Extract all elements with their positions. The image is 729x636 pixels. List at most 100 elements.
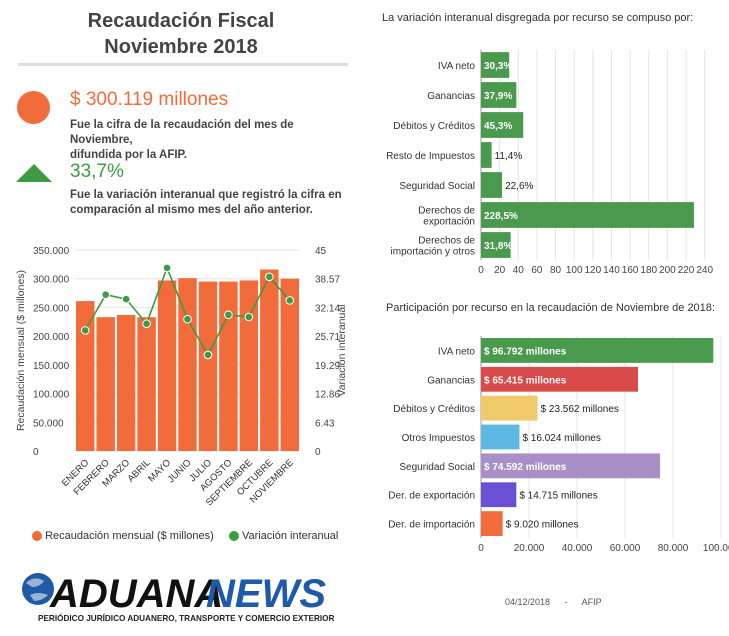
hbar1-category-label: importación y otros: [391, 247, 475, 258]
combo-left-tick: 200.000: [33, 332, 70, 343]
hbar1-x-tick: 220: [678, 265, 695, 276]
participation-by-resource-chart: 0 20.000 40.000 60.000 80.000 100.000 IVA neto…: [388, 336, 729, 554]
hbar2-category-label: IVA neto: [438, 346, 476, 357]
hbar2-value-label: $ 16.024 millones: [522, 433, 600, 444]
kpi-revenue-desc-line1: Fue la cifra de la recaudación del mes d…: [70, 119, 294, 146]
combo-right-tick: 25.71: [315, 332, 340, 343]
hbar2-category-label: Otros Impuestos: [402, 433, 475, 444]
combo-right-tick: 6.43: [315, 418, 335, 429]
hbar1-bar: [481, 202, 694, 228]
combo-left-tick: 300.000: [33, 275, 70, 286]
hbar1-bar: [481, 142, 492, 168]
variation-point: [142, 319, 151, 328]
hbar1-category-label: Resto de Impuestos: [386, 151, 475, 162]
hbar2-x-tick: 20.000: [514, 543, 545, 554]
hbar1-x-tick: 160: [622, 265, 639, 276]
hbar1-value-label: 45,3%: [484, 121, 512, 132]
variation-point: [203, 350, 213, 360]
hbar1-bar: [481, 82, 517, 108]
legend-revenue-label: Recaudación mensual ($ millones): [45, 530, 214, 543]
hbar1-value-label: 31,8%: [484, 241, 512, 252]
revenue-bar: [137, 317, 156, 451]
footer-separator: -: [564, 597, 568, 607]
combo-right-tick: 0: [315, 447, 321, 458]
hbar2-bar: [481, 395, 538, 421]
monthly-revenue-chart: 0 50.000 100.000 150.000 200.000 250.000 300.0…: [15, 246, 348, 508]
revenue-bar: [116, 314, 136, 451]
hbar2-value-label: $ 23.562 millones: [541, 404, 619, 415]
hbar1-value-label: 11,4%: [495, 151, 523, 162]
hbar1-value-label: 22,6%: [505, 181, 533, 192]
hbar1-x-tick: 100: [566, 265, 583, 276]
combo-right-tick: 12.86: [315, 390, 340, 401]
combo-left-tick: 350.000: [33, 246, 70, 257]
combo-right-tick: 38.57: [315, 275, 340, 286]
hbar2-x-tick: 100.000: [703, 543, 729, 554]
variation-point: [162, 263, 172, 273]
hbar1-category-label: exportación: [423, 217, 475, 228]
hbar2-x-tick: 40.000: [562, 543, 593, 554]
hbar1-bar: [481, 112, 524, 138]
hbar1-x-tick: 180: [640, 265, 657, 276]
hbar1-value-label: 30,3%: [484, 61, 512, 72]
combo-left-tick: 100.000: [33, 390, 70, 401]
title-line-1: Recaudación Fiscal: [87, 10, 275, 32]
combo-x-tick: JUNIO: [166, 457, 194, 485]
hbar2-category-label: Der. de exportación: [388, 491, 475, 502]
hbar2-bar: [481, 453, 661, 479]
hbar2-value-label: $ 96.792 millones: [484, 346, 567, 357]
aduana-news-logo: ADUANA NEWS PERIÓDICO JURÍDICO ADUANERO,…: [10, 565, 347, 626]
kpi-variation-desc-line1: Fue la variación interanual que registró…: [70, 189, 342, 201]
hbar1-x-tick: 20: [494, 265, 506, 276]
title-line-2: Noviembre 2018: [104, 36, 258, 58]
hbar1-category-label: Seguridad Social: [399, 181, 475, 192]
kpi-variation-value: 33,7%: [70, 161, 124, 182]
revenue-bar: [157, 280, 177, 451]
hbar2-x-tick: 60.000: [610, 543, 641, 554]
variation-point: [224, 310, 233, 320]
svg-text:PERIÓDICO JURÍDICO ADUANERO, T: PERIÓDICO JURÍDICO ADUANERO, TRANSPORTE …: [38, 612, 335, 623]
variation-point: [183, 314, 192, 324]
hbar1-category-label: Débitos y Créditos: [393, 121, 475, 132]
variation-by-resource-chart: 0 20 40 60 80 100 120 140 160 180 200 220 240 IVA net…: [386, 50, 713, 276]
legend-revenue-dot: [32, 531, 42, 542]
footer: 04/12/2018 - AFIP: [505, 597, 602, 607]
combo-left-tick: 0: [33, 447, 39, 458]
hbar1-value-label: 228,5%: [484, 211, 518, 222]
combo-y-axis-title: Recaudación mensual ($ millones): [15, 270, 27, 431]
kpi-revenue-value: $ 300.119 millones: [70, 89, 229, 110]
hbar2-value-label: $ 9.020 millones: [506, 520, 579, 531]
footer-source: AFIP: [581, 597, 602, 607]
revenue-bar: [178, 278, 197, 451]
hbar2-bar: [481, 482, 517, 508]
kpi-revenue-desc-line2: difundida por la AFIP.: [70, 149, 187, 161]
revenue-bar: [239, 280, 259, 451]
hbar2-x-tick: 80.000: [658, 543, 689, 554]
hbar2-category-label: Seguridad Social: [399, 462, 475, 473]
combo-chart-legend: Recaudación mensual ($ millones) Variaci…: [32, 530, 338, 542]
hbar1-x-tick: 0: [478, 265, 484, 276]
combo-y2-axis-title: Variación interanual: [336, 304, 348, 396]
hbar2-category-label: Ganancias: [427, 375, 475, 386]
hbar2-category-label: Der. de importación: [388, 520, 475, 531]
hbar1-x-tick: 80: [550, 265, 562, 276]
legend-variation-label: Variación interanual: [241, 530, 339, 543]
hbar1-x-tick: 60: [531, 265, 543, 276]
revenue-bar: [280, 278, 299, 451]
variation-point: [121, 294, 131, 304]
hbar1-category-label: Derechos de: [418, 236, 475, 247]
kpi-revenue-description: Fue la cifra de la recaudación del mes d…: [70, 118, 355, 163]
revenue-bar: [198, 281, 218, 451]
revenue-bar: [260, 269, 279, 451]
hbar1-x-tick: 200: [659, 265, 676, 276]
hbar1-category-label: IVA neto: [438, 61, 476, 72]
hbar1-x-tick: 120: [584, 265, 601, 276]
svg-text:ADUANA: ADUANA: [49, 572, 223, 616]
variation-chart-title: La variación interanual disgregada por r…: [382, 12, 694, 24]
green-triangle-up-icon: [16, 164, 52, 182]
revenue-bar: [76, 301, 95, 451]
variation-point: [285, 296, 295, 305]
variation-point: [244, 312, 254, 322]
hbar1-bar: [481, 232, 511, 258]
revenue-bar: [96, 317, 115, 451]
